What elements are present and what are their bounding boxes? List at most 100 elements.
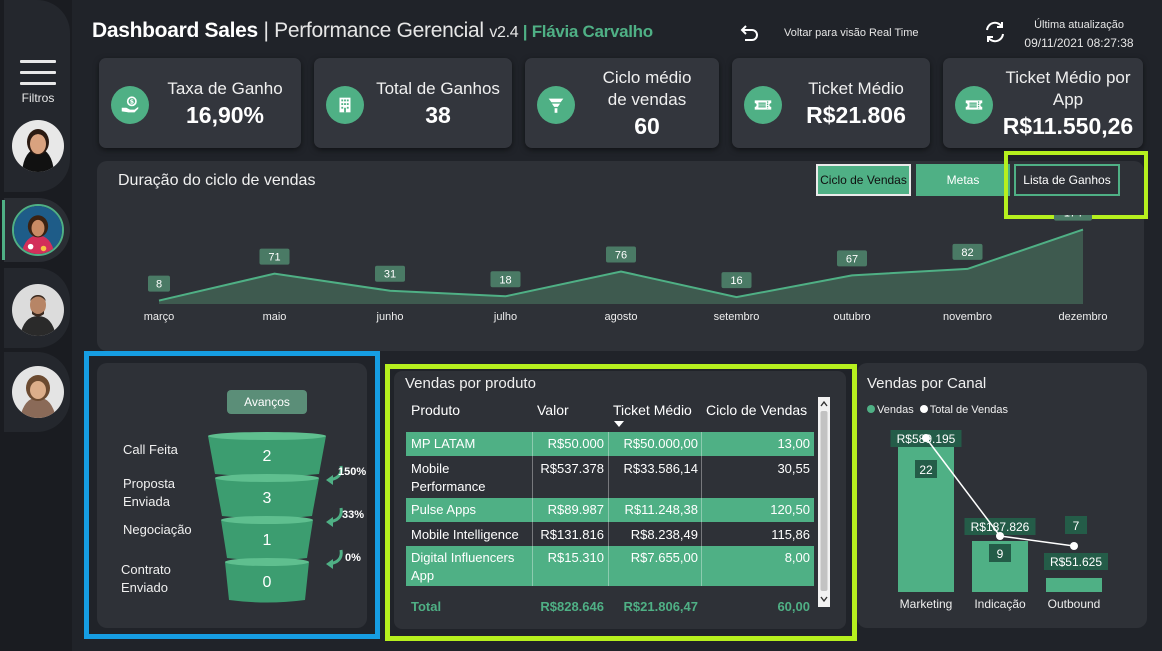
data-label: 71 [268,252,280,264]
avatar-seller-2-active[interactable] [12,204,64,256]
funnel-stage-top [225,558,309,566]
building-icon [326,86,364,124]
ticket-icon [744,86,782,124]
col-header-valor[interactable]: Valor [537,402,569,418]
avatar-seller-1[interactable] [12,120,64,172]
table-scrollbar[interactable] [818,397,830,607]
kpi-label: Ciclo médio de vendas [602,67,692,109]
data-label: 16 [730,275,742,287]
legend-label: Vendas [877,404,914,416]
title-version: v2.4 [489,24,519,41]
ciclo-de-vendas-button[interactable]: Ciclo de Vendas [816,164,911,196]
money-hand-icon: $ [111,86,149,124]
filters-menu-icon[interactable] [20,60,56,86]
x-tick-label: Marketing [900,597,953,611]
legend-label: Total de Vendas [929,404,1008,416]
kpi-value: 60 [634,112,660,139]
data-label-box [259,248,290,265]
title-separator-2: | [518,22,532,41]
kpi-label: Ticket Médio [808,78,904,98]
series-line [158,228,1084,302]
cell-ciclo: 8,00 [784,550,810,565]
avatar-seller-3[interactable] [12,284,64,336]
funnel-chart: 2 3 1 0 [208,432,343,603]
back-to-realtime-link[interactable]: Voltar para visão Real Time [784,27,919,39]
back-arrow-icon[interactable] [735,21,761,47]
refresh-icon[interactable] [981,18,1009,46]
cell-total-ticket: R$21.806,47 [623,599,698,614]
table-row[interactable]: Mobile Intelligence R$131.816 R$8.238,49… [406,524,814,544]
highlight-frame [385,364,857,641]
canal-legend: Vendas Total de Vendas [867,404,1008,416]
legend-item-total[interactable]: Total de Vendas [919,404,1008,416]
title-separator: | [257,19,275,42]
lista-de-ganhos-button[interactable]: Lista de Ganhos [1014,164,1120,196]
table-row[interactable]: MP LATAM R$50.000 R$50.000,00 13,00 [406,432,814,456]
data-label: 82 [961,247,973,259]
kpi-label: Total de Ganhos [376,78,500,98]
data-label-box [1054,215,1092,221]
data-label-box [490,271,521,288]
cell-ciclo: 13,00 [777,436,810,451]
active-indicator [2,200,5,260]
last-update: Última atualização 09/11/2021 08:27:38 [1016,16,1142,52]
ticket-icon [955,86,993,124]
cell-produto: Digital Influencers App [411,550,515,583]
x-tick-label: outubro [833,311,870,323]
cell-ticket: R$50.000,00 [623,436,698,451]
col-header-ticket[interactable]: Ticket Médio [613,402,692,418]
data-label-box [148,275,170,292]
kpi-taxa-de-ganho: $ Taxa de Ganho 16,90% [99,58,301,148]
col-header-ciclo[interactable]: Ciclo de Vendas [706,402,808,418]
funnel-stage-value: 1 [263,532,272,549]
x-tick-label: julho [493,311,517,323]
data-label: 76 [615,249,627,261]
funnel-stage [215,478,319,519]
last-update-time: 09/11/2021 08:27:38 [1024,36,1134,50]
x-tick-label: dezembro [1059,311,1108,323]
legend-item-vendas[interactable]: Vendas [867,404,914,416]
kpi-value: 38 [425,101,451,128]
x-tick-label: agosto [604,311,637,323]
metas-button[interactable]: Metas [916,164,1010,196]
data-label: 8 [156,279,162,291]
kpi-ciclo-medio: Ciclo médio de vendas 60 [525,58,719,148]
user-name: Flávia Carvalho [531,22,653,41]
data-label-box [375,265,405,282]
table-row[interactable]: Pulse Apps R$89.987 R$11.248,38 120,50 [406,498,814,522]
avatar-seller-4[interactable] [12,366,64,418]
bar-value-box [964,518,1036,535]
table-row[interactable]: Digital Influencers App R$15.310 R$7.655… [406,546,814,586]
cycle-line-chart: 8 março 71 maio 31 junho 18 julho 76 agosto 16 sete… [144,215,1108,323]
last-update-label: Última atualização [1034,19,1124,31]
conversion-label: 150% [338,466,367,478]
series-point [996,532,1004,540]
conversion-label: 0% [345,552,361,564]
funnel-stage-label: Proposta Enviada [123,476,176,509]
data-label-box [952,243,983,260]
x-tick-label: março [144,311,175,323]
page-title: Dashboard Sales | Performance Gerencial … [92,19,653,43]
line-value-box [915,460,937,478]
sidebar: Filtros [0,0,72,651]
cell-ticket: R$8.238,49 [630,527,698,542]
funnel-stage-value: 2 [263,448,272,465]
cell-total-ciclo: 60,00 [777,599,810,614]
table-row[interactable]: Mobile Performance R$537.378 R$33.586,14… [406,458,814,496]
funnel-stage-label: Call Feita [123,442,178,457]
data-label: 18 [499,274,511,286]
funnel-stage-top [215,474,319,482]
funnel-stage [221,520,313,561]
funnel-stage-value: 3 [263,490,272,507]
column-divider [608,432,609,586]
funnel-stage-label: Contrato Enviado [121,562,171,595]
bar [1046,577,1102,592]
cell-produto: MP LATAM [411,436,476,451]
avancos-badge: Avanços [227,390,307,414]
sort-desc-icon[interactable] [614,421,624,427]
bar-value-label: R$51.625 [1050,555,1102,569]
title-sub: Performance Gerencial [274,19,484,42]
col-header-produto[interactable]: Produto [411,402,461,418]
kpi-ticket-medio: Ticket Médio R$21.806 [732,58,930,148]
series-point [922,434,930,442]
